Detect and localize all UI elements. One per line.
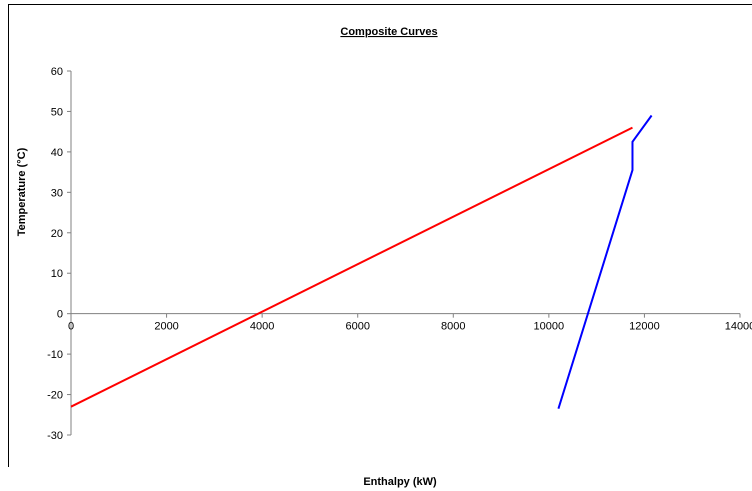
cold-composite-curve: [557, 114, 653, 410]
y-tick-label: -30: [47, 430, 63, 442]
series-layer: [70, 114, 653, 410]
y-axis-label: Temperature (°C): [16, 147, 28, 236]
x-tick-label: 6000: [345, 321, 369, 333]
y-tick-label: 10: [51, 268, 63, 280]
chart-title: Composite Curves: [340, 26, 437, 38]
x-axis-label: Enthalpy (kW): [363, 476, 437, 488]
y-tick-label: 20: [51, 228, 63, 240]
x-tick-label: 12000: [629, 321, 660, 333]
x-tick-label: 0: [68, 321, 74, 333]
x-tick-label: 4000: [250, 321, 274, 333]
y-tick-label: 50: [51, 106, 63, 118]
y-tick-label: 60: [51, 66, 63, 78]
x-tick-label: 2000: [154, 321, 178, 333]
x-tick-label: 8000: [441, 321, 465, 333]
y-tick-label: 0: [57, 309, 63, 321]
y-tick-label: -10: [47, 349, 63, 361]
y-tick-label: -20: [47, 390, 63, 402]
chart-frame: [8, 4, 752, 467]
x-tick-label: 14000: [725, 321, 752, 333]
y-tick-label: 40: [51, 147, 63, 159]
x-tick-label: 10000: [534, 321, 565, 333]
hot-composite-curve: [70, 126, 633, 408]
axes: 60 50 40 30 20 10 0 -10 -20 -30 0 2000 4000 6000 8000 1…: [47, 66, 752, 442]
y-tick-label: 30: [51, 187, 63, 199]
